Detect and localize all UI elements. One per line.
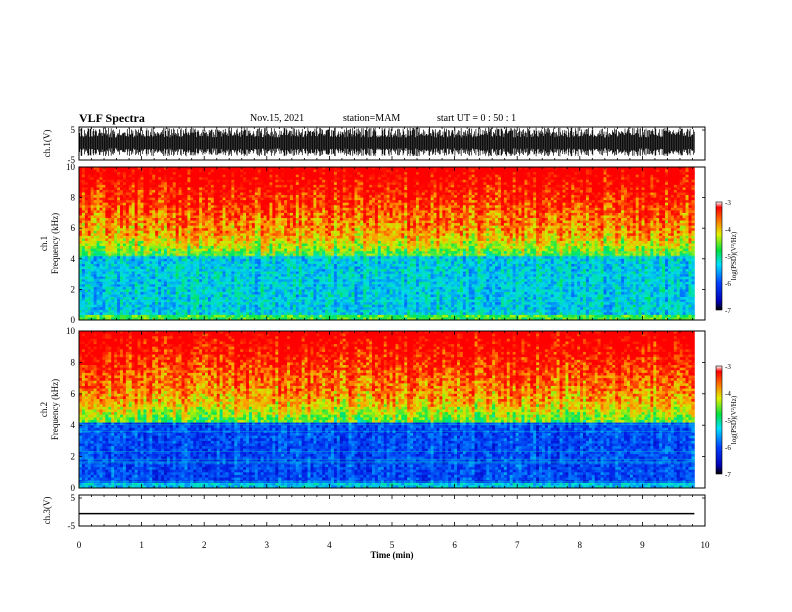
colorbar-tick-label: -4 (725, 226, 731, 234)
y-tick-label: 4 (71, 420, 76, 430)
colorbar-tick-label: -5 (725, 417, 731, 425)
x-tick-label: 5 (390, 540, 395, 550)
x-tick-label: 6 (452, 540, 457, 550)
colorbar-tick-label: -5 (725, 253, 731, 261)
x-tick-label: 0 (77, 540, 82, 550)
y-tick-label: 0 (71, 483, 76, 493)
y-tick-label: -5 (68, 155, 76, 165)
y-tick-label: 6 (71, 223, 76, 233)
y-tick-label: 8 (71, 193, 76, 203)
y-tick-label: 5 (71, 493, 76, 503)
colorbar-tick-label: -6 (725, 444, 731, 452)
ch1-freq-ylabel: Frequency (kHz) (50, 213, 60, 274)
ch1-spec-ylabel: ch.1 (39, 236, 49, 251)
x-tick-label: 3 (265, 540, 270, 550)
chart-title: VLF Spectra (79, 111, 145, 126)
ch3-ylabel: ch.3(V) (42, 497, 52, 525)
date-label: Nov.15, 2021 (250, 113, 304, 124)
y-tick-label: 2 (71, 284, 76, 294)
y-tick-label: 6 (71, 389, 76, 399)
waveform-ch1 (78, 127, 695, 157)
x-tick-label: 2 (202, 540, 207, 550)
colorbar-tick-label: -7 (725, 307, 731, 315)
colorbar-tick-label: -6 (725, 280, 731, 288)
x-tick-label: 8 (578, 540, 583, 550)
x-axis-label: Time (min) (370, 550, 413, 560)
colorbar-ch1 (715, 201, 723, 311)
panel-frame-4 (78, 494, 706, 527)
colorbar-tick-label: -3 (725, 199, 731, 207)
x-tick-label: 9 (640, 540, 645, 550)
y-tick-label: 2 (71, 452, 76, 462)
station-label: station=MAM (343, 113, 400, 124)
ch1-ylabel: ch.1(V) (42, 130, 52, 158)
colorbar-ch2 (715, 365, 723, 475)
y-tick-label: -5 (68, 521, 76, 531)
x-tick-label: 10 (701, 540, 711, 550)
colorbar-tick-label: -4 (725, 390, 731, 398)
y-tick-label: 8 (71, 357, 76, 367)
y-tick-label: 10 (66, 326, 76, 336)
x-tick-label: 1 (139, 540, 144, 550)
x-tick-label: 7 (515, 540, 520, 550)
colorbar-label: log(PSD)(V²/Hz) (730, 231, 738, 280)
spectrogram-ch2 (79, 331, 695, 489)
colorbar-tick-label: -7 (725, 471, 731, 479)
y-tick-label: 4 (71, 254, 76, 264)
colorbar-tick-label: -3 (725, 363, 731, 371)
y-tick-label: 10 (66, 162, 76, 172)
colorbar-label: log(PSD)(V²/Hz) (730, 395, 738, 444)
x-tick-label: 4 (327, 540, 332, 550)
ch2-spec-ylabel: ch.2 (39, 402, 49, 417)
ch2-freq-ylabel: Frequency (kHz) (50, 379, 60, 440)
start-time-label: start UT = 0 : 50 : 1 (437, 113, 516, 124)
y-tick-label: 5 (71, 125, 76, 135)
spectrogram-ch1 (79, 167, 695, 321)
y-tick-label: 0 (71, 315, 76, 325)
